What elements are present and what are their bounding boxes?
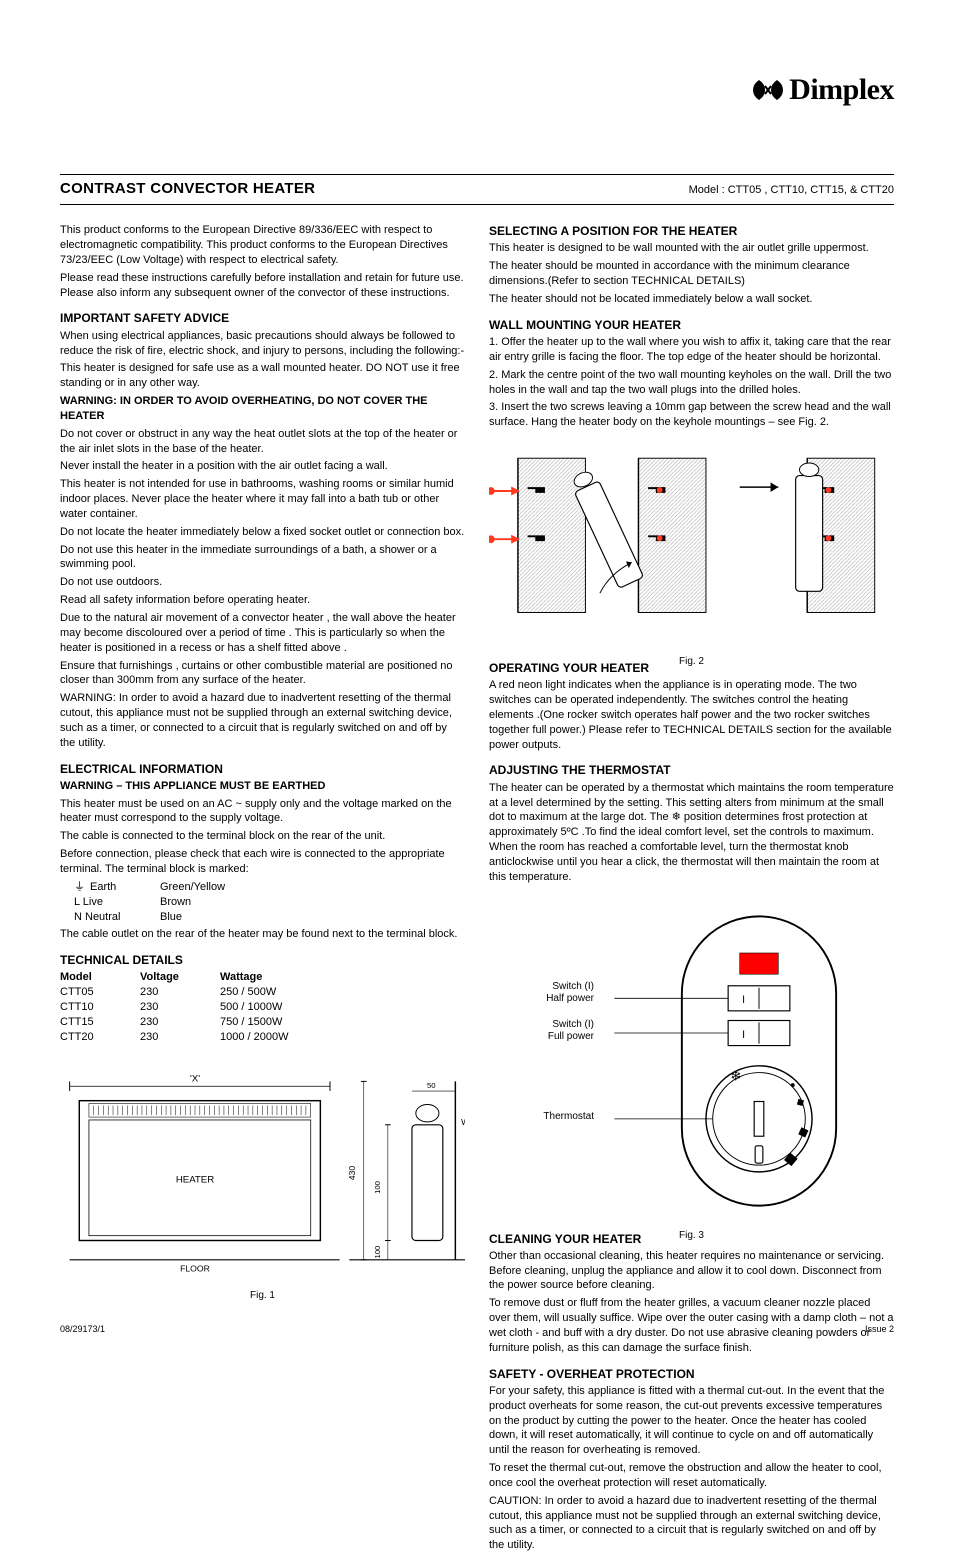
brand-name: Dimplex — [789, 70, 894, 111]
safety-11: WARNING: In order to avoid a hazard due … — [60, 691, 465, 750]
safety-4: This heater is not intended for use in b… — [60, 477, 465, 522]
heading-thermostat: ADJUSTING THE THERMOSTAT — [489, 762, 894, 778]
heading-tech: TECHNICAL DETAILS — [60, 952, 465, 968]
footer-right: Issue 2 — [865, 1323, 894, 1335]
svg-text:HEATER: HEATER — [176, 1174, 214, 1185]
wiring-table: ⏚EarthGreen/Yellow L LiveBrown N Neutral… — [60, 880, 465, 925]
wire-neutral-color: Blue — [160, 910, 182, 925]
svg-text:FLOOR: FLOOR — [180, 1263, 210, 1273]
tech-row: CTT15230750 / 1500W — [60, 1015, 465, 1030]
tech-header: Model Voltage Wattage — [60, 970, 465, 985]
rule-mid — [60, 204, 894, 205]
heading-overheat: SAFETY - OVERHEAT PROTECTION — [489, 1366, 894, 1382]
fig3-caption: Fig. 3 — [489, 1229, 894, 1243]
figure-3-controls: I I ❄ — [489, 901, 894, 1221]
safety-9: Due to the natural air movement of a con… — [60, 611, 465, 656]
column-right: SELECTING A POSITION FOR THE HEATER This… — [489, 223, 894, 1556]
elec-4: The cable outlet on the rear of the heat… — [60, 927, 465, 942]
wire-earth: Earth — [90, 880, 160, 895]
tech-row: CTT10230500 / 1000W — [60, 1000, 465, 1015]
fig3-label-sw1: Switch (I) Half power — [546, 981, 594, 1005]
therm-1: The heater can be operated by a thermost… — [489, 781, 894, 885]
svg-text:50: 50 — [427, 1081, 436, 1090]
fig1-caption: Fig. 1 — [60, 1289, 465, 1303]
safety-1: This heater is designed for safe use as … — [60, 361, 465, 391]
wire-earth-color: Green/Yellow — [160, 880, 225, 895]
fig3-label-therm: Thermostat — [543, 1111, 594, 1123]
fig3-label-sw2: Switch (I) Full power — [548, 1019, 594, 1043]
elec-2: The cable is connected to the terminal b… — [60, 829, 465, 844]
oh-2: To reset the thermal cut-out, remove the… — [489, 1461, 894, 1491]
safety-6: Do not use this heater in the immediate … — [60, 543, 465, 573]
mount-3: 3. Insert the two screws leaving a 10mm … — [489, 400, 894, 430]
heading-electrical: ELECTRICAL INFORMATION — [60, 761, 465, 777]
wire-live: L Live — [74, 895, 160, 910]
figure-2-mounting: Fig. 2 — [489, 440, 894, 650]
rule-top — [60, 174, 894, 175]
safety-body: When using electrical appliances, basic … — [60, 329, 465, 359]
product-title: CONTRAST CONVECTOR HEATER — [60, 179, 315, 199]
svg-text:I: I — [742, 1028, 745, 1040]
oh-1: For your safety, this appliance is fitte… — [489, 1384, 894, 1458]
page-footer: 08/29173/1 Issue 2 — [0, 1323, 954, 1335]
safety-10: Ensure that furnishings , curtains or ot… — [60, 659, 465, 689]
heading-position: SELECTING A POSITION FOR THE HEATER — [489, 223, 894, 239]
safety-8: Read all safety information before opera… — [60, 593, 465, 608]
pos-2: The heater should be mounted in accordan… — [489, 259, 894, 289]
safety-2: Do not cover or obstruct in any way the … — [60, 427, 465, 457]
mount-2: 2. Mark the centre point of the two wall… — [489, 368, 894, 398]
safety-3: Never install the heater in a position w… — [60, 459, 465, 474]
th-model: Model — [60, 970, 140, 985]
column-left: This product conforms to the European Di… — [60, 223, 465, 1556]
mount-1: 1. Offer the heater up to the wall where… — [489, 335, 894, 365]
model-list: Model : CTT05 , CTT10, CTT15, & CTT20 — [689, 183, 894, 198]
tech-row: CTT05230250 / 500W — [60, 985, 465, 1000]
elec-1: This heater must be used on an AC ~ supp… — [60, 797, 465, 827]
svg-text:I: I — [742, 994, 745, 1006]
safety-5: Do not locate the heater immediately bel… — [60, 525, 465, 540]
oh-warn: CAUTION: In order to avoid a hazard due … — [489, 1494, 894, 1553]
fig2-caption: Fig. 2 — [489, 655, 894, 669]
svg-text:100: 100 — [373, 1245, 382, 1258]
intro-1: This product conforms to the European Di… — [60, 223, 465, 268]
th-volt: Voltage — [140, 970, 220, 985]
pos-1: This heater is designed to be wall mount… — [489, 241, 894, 256]
figure-1-dimensions: 'X' HEATER FLOOR W A L L — [60, 1063, 465, 1283]
svg-text:100: 100 — [373, 1181, 382, 1194]
heading-safety: IMPORTANT SAFETY ADVICE — [60, 310, 465, 326]
elec-3: Before connection, please check that eac… — [60, 847, 465, 877]
svg-text:'X': 'X' — [190, 1073, 200, 1084]
wire-live-color: Brown — [160, 895, 191, 910]
intro-2: Please read these instructions carefully… — [60, 271, 465, 301]
safety-warning: WARNING: IN ORDER TO AVOID OVERHEATING, … — [60, 394, 465, 424]
th-watt: Wattage — [220, 970, 262, 985]
footer-left: 08/29173/1 — [60, 1323, 105, 1335]
wire-neutral: N Neutral — [74, 910, 160, 925]
op-1: A red neon light indicates when the appl… — [489, 678, 894, 752]
pos-3: The heater should not be located immedia… — [489, 292, 894, 307]
heading-mount: WALL MOUNTING YOUR HEATER — [489, 317, 894, 333]
safety-7: Do not use outdoors. — [60, 575, 465, 590]
svg-text:❄: ❄ — [730, 1068, 741, 1083]
svg-text:W A L L: W A L L — [461, 1116, 465, 1126]
svg-text:430: 430 — [347, 1165, 357, 1180]
clean-1: Other than occasional cleaning, this hea… — [489, 1249, 894, 1294]
brand-logo: Dimplex — [751, 70, 894, 111]
tech-row: CTT202301000 / 2000W — [60, 1030, 465, 1045]
elec-warn: WARNING – THIS APPLIANCE MUST BE EARTHED — [60, 779, 465, 794]
